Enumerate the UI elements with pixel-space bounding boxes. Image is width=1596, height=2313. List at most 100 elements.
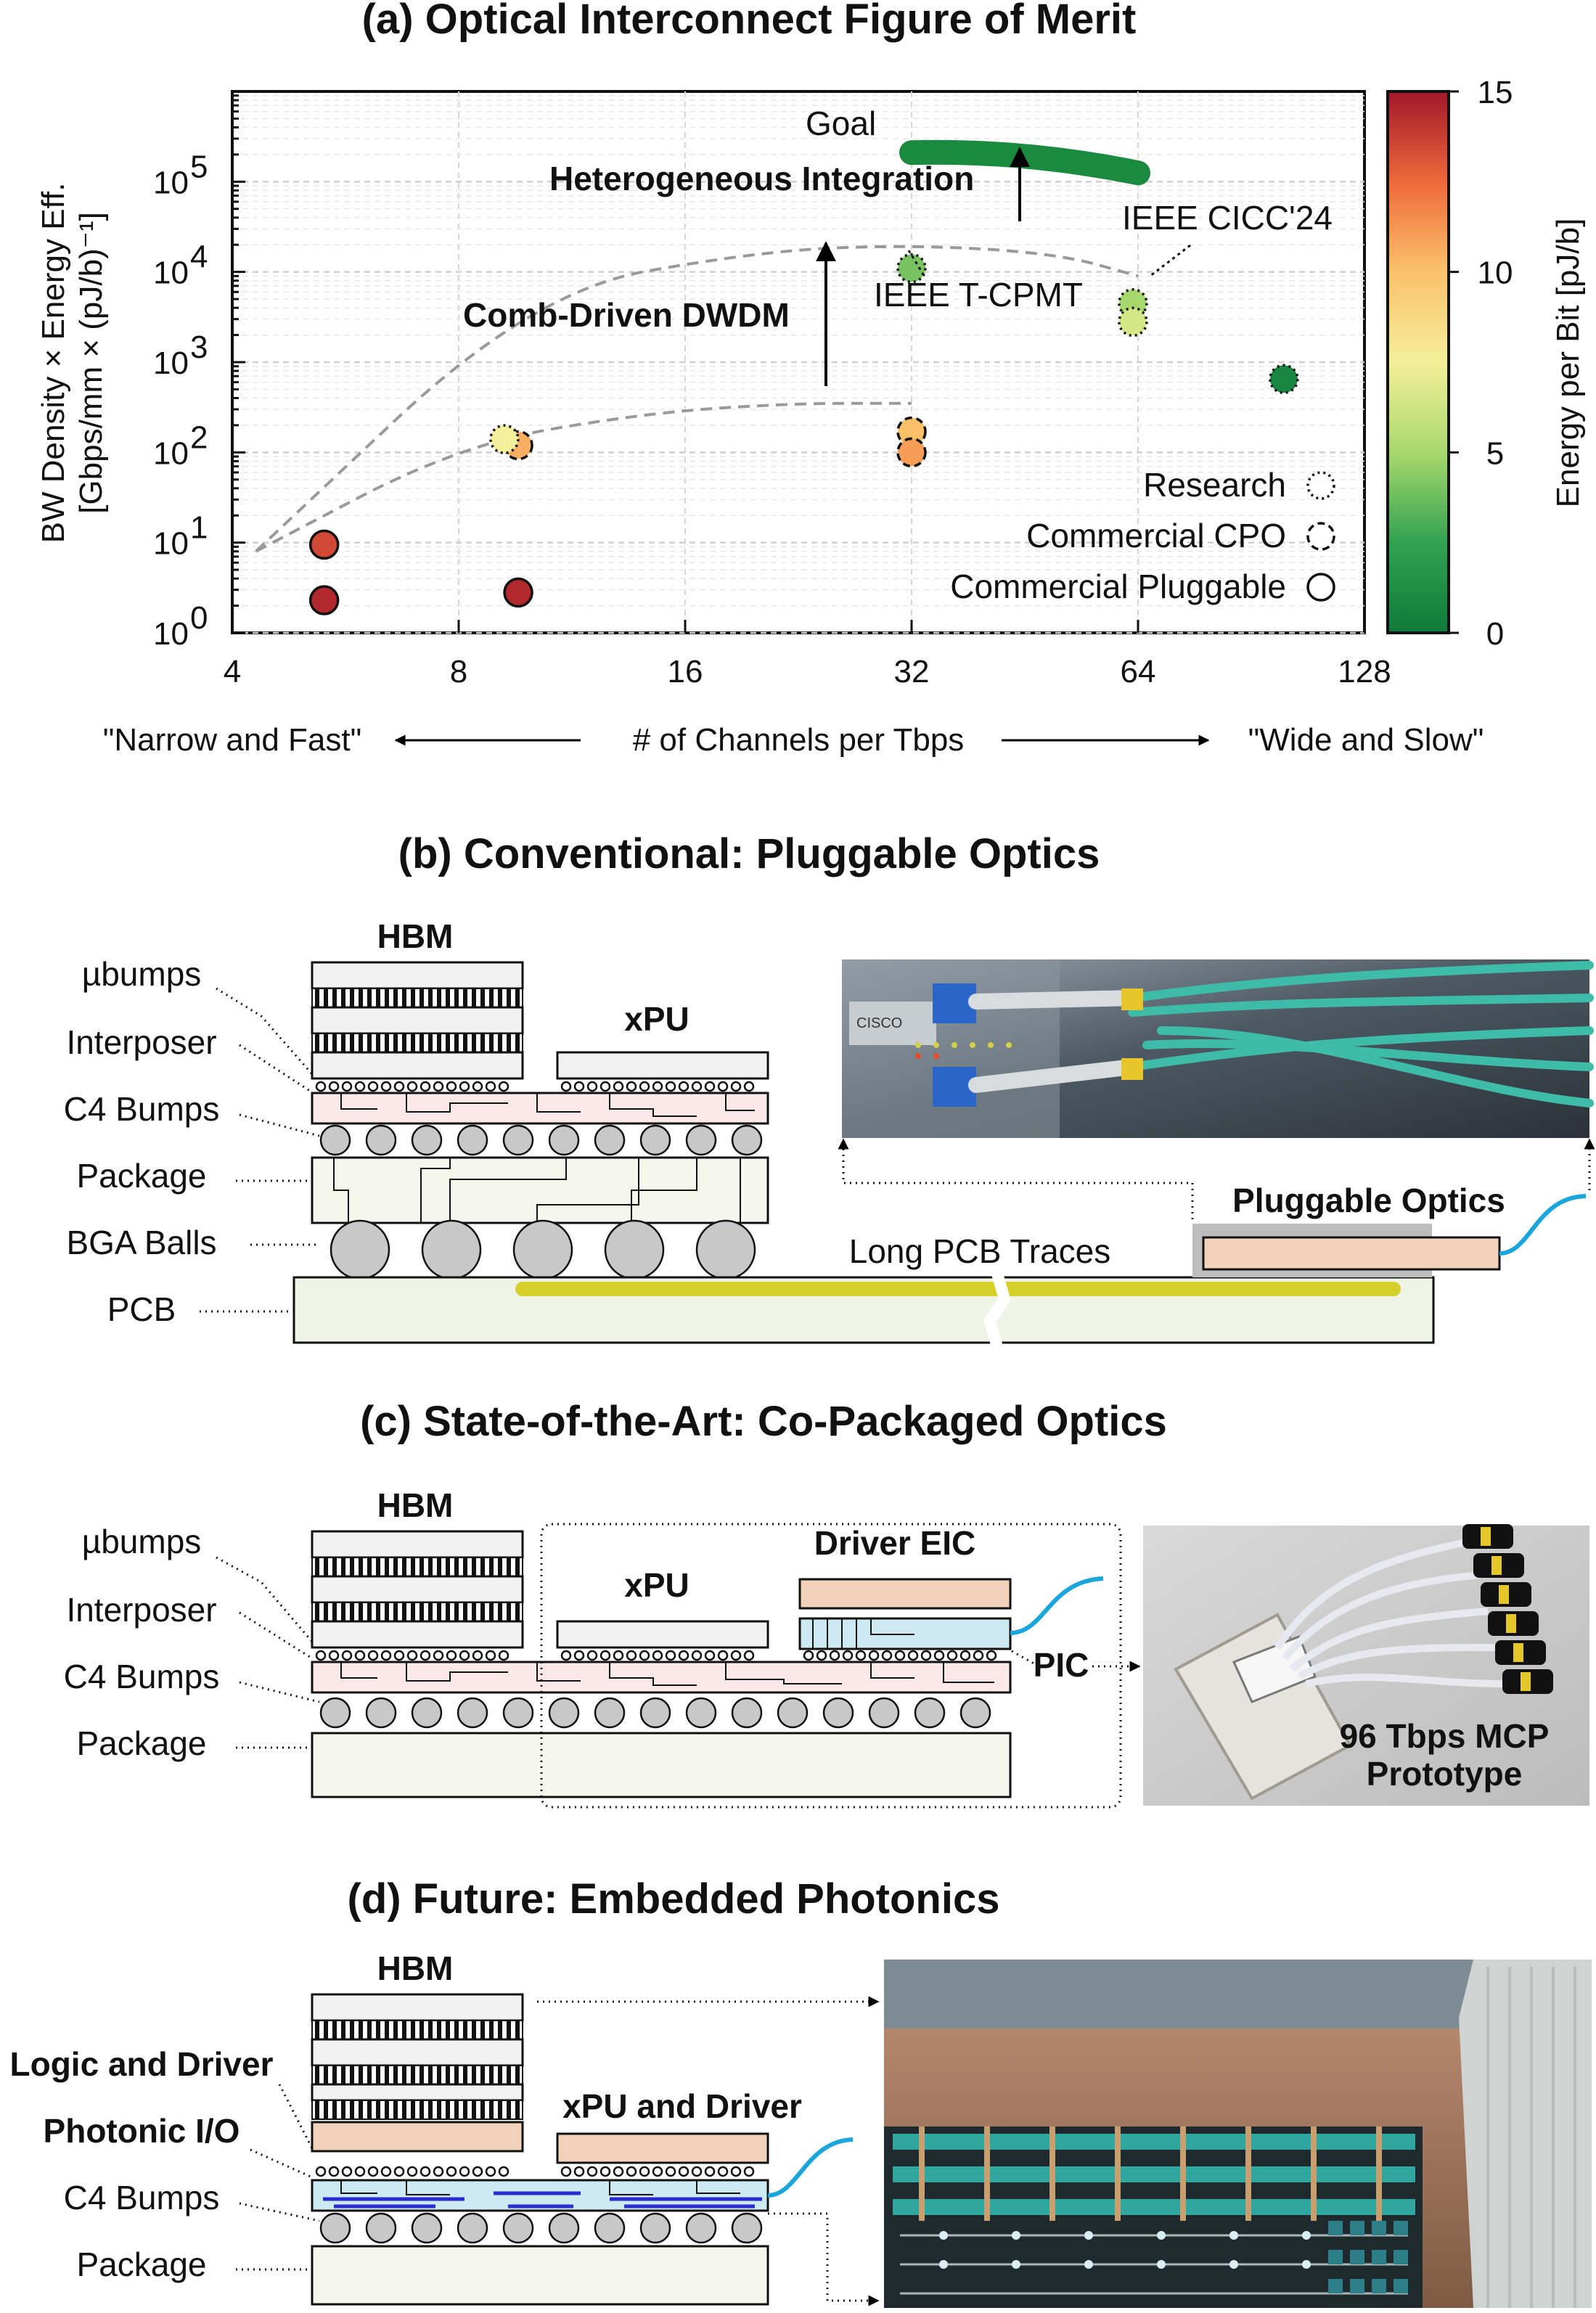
x-tick-label: 16 (668, 654, 703, 689)
bump (730, 2166, 742, 2177)
bump (330, 1219, 390, 1280)
bump (933, 1650, 945, 1661)
b-leaders (200, 987, 320, 1313)
bump (315, 2166, 327, 2177)
y-tick-label: 10 (153, 616, 189, 652)
bump (594, 2212, 626, 2244)
b-microbumps (315, 1081, 755, 1092)
bump (380, 1650, 392, 1661)
bump (485, 1650, 496, 1661)
c-interposer-label: Interposer (66, 1591, 216, 1629)
bump (704, 2166, 716, 2177)
bump (380, 1081, 392, 1092)
bump (678, 2166, 689, 2177)
bump (743, 2166, 755, 2177)
bump (341, 2166, 353, 2177)
bump (446, 2166, 457, 2177)
bump (573, 1650, 585, 1661)
bump (328, 1650, 340, 1661)
x-tick-labels: 4 8 16 32 64 128 (224, 620, 1391, 689)
legend-cpo: Commercial CPO (1026, 517, 1286, 554)
bump (328, 1081, 340, 1092)
bump (613, 1650, 624, 1661)
bump (485, 2166, 496, 2177)
b-xpu-label: xPU (624, 1000, 689, 1038)
bump (613, 1081, 624, 1092)
bump (393, 1081, 405, 1092)
bump (626, 1650, 637, 1661)
bump (457, 1697, 488, 1729)
bump (959, 1697, 991, 1729)
bump (420, 1650, 431, 1661)
cicc-leader (1150, 244, 1191, 277)
b-photo-brand: CISCO (856, 1015, 902, 1031)
panel-a-title: (a) Optical Interconnect Figure of Merit (362, 0, 1137, 43)
bump (946, 1650, 958, 1661)
y-tick-label: 10 (153, 165, 189, 200)
b-pcb-label: PCB (107, 1290, 176, 1328)
b-hbm-stack (311, 961, 524, 1080)
x-tick-label: 4 (224, 654, 241, 689)
b-bga-balls (330, 1219, 756, 1280)
bump (433, 1081, 444, 1092)
bump (393, 2166, 405, 2177)
d-leaders (236, 2084, 320, 2271)
bump (730, 1081, 742, 1092)
bump (512, 1219, 573, 1280)
bump (599, 2166, 611, 2177)
legend-pluggable: Commercial Pluggable (950, 568, 1286, 605)
bump (548, 1124, 580, 1156)
d-hbm-stack (311, 1993, 524, 2153)
bump (406, 1650, 418, 1661)
panel-c: (c) State-of-the-Art: Co-Packaged Optics… (64, 1398, 1589, 1809)
b-pluggable-label: Pluggable Optics (1232, 1182, 1505, 1219)
d-hbm-label: HBM (377, 1949, 454, 1987)
trend-line (255, 245, 1139, 553)
bump (341, 1650, 353, 1661)
bump (717, 1650, 729, 1661)
cicc-label: IEEE CICC'24 (1122, 199, 1333, 237)
bump (678, 1081, 689, 1092)
bump (502, 1124, 534, 1156)
y-tick-exponent: 3 (190, 329, 208, 365)
colorbar-ticks: 0 5 10 15 (1449, 75, 1513, 652)
b-bga-label: BGA Balls (66, 1224, 216, 1261)
d-c4-label: C4 Bumps (64, 2179, 220, 2216)
d-logic-label: Logic and Driver (10, 2045, 274, 2083)
bump (365, 1124, 397, 1156)
bump (548, 1697, 580, 1729)
scatter-point (503, 577, 533, 608)
bump (731, 1124, 763, 1156)
bump (315, 1081, 327, 1092)
scatter-point (896, 437, 927, 468)
scatter-point (896, 416, 927, 447)
bump (704, 1650, 716, 1661)
c-pic-label: PIC (1034, 1646, 1089, 1684)
bump (743, 1081, 755, 1092)
bump (868, 1697, 900, 1729)
y-tick-label: 10 (153, 526, 189, 562)
b-package-wiring (333, 1158, 741, 1223)
bump (652, 2166, 663, 2177)
bump (573, 2166, 585, 2177)
legend: Research Commercial CPO Commercial Plugg… (950, 466, 1335, 605)
bump (973, 1650, 984, 1661)
bump (573, 1081, 585, 1092)
y-axis-label-line2: [Gbps/mm × (pJ/b)⁻¹] (73, 212, 109, 514)
c-fiber (1010, 1576, 1104, 1635)
bump (457, 2212, 488, 2244)
b-pcb-break (983, 1272, 1011, 1349)
bump (560, 1650, 572, 1661)
tcpmt-label: IEEE T-CPMT (874, 276, 1083, 314)
bump (498, 2166, 510, 2177)
panel-c-title: (c) State-of-the-Art: Co-Packaged Optics (360, 1398, 1167, 1445)
panel-d: (d) Future: Embedded Photonics HBM Logic… (10, 1875, 1592, 2308)
y-tick-exponent: 2 (190, 419, 208, 455)
colorbar-tick-label: 0 (1486, 616, 1504, 652)
y-tick-exponent: 4 (190, 240, 208, 275)
b-hbm-label: HBM (377, 917, 454, 955)
bump (341, 1081, 353, 1092)
bump (717, 1081, 729, 1092)
scatter-point (308, 585, 340, 615)
